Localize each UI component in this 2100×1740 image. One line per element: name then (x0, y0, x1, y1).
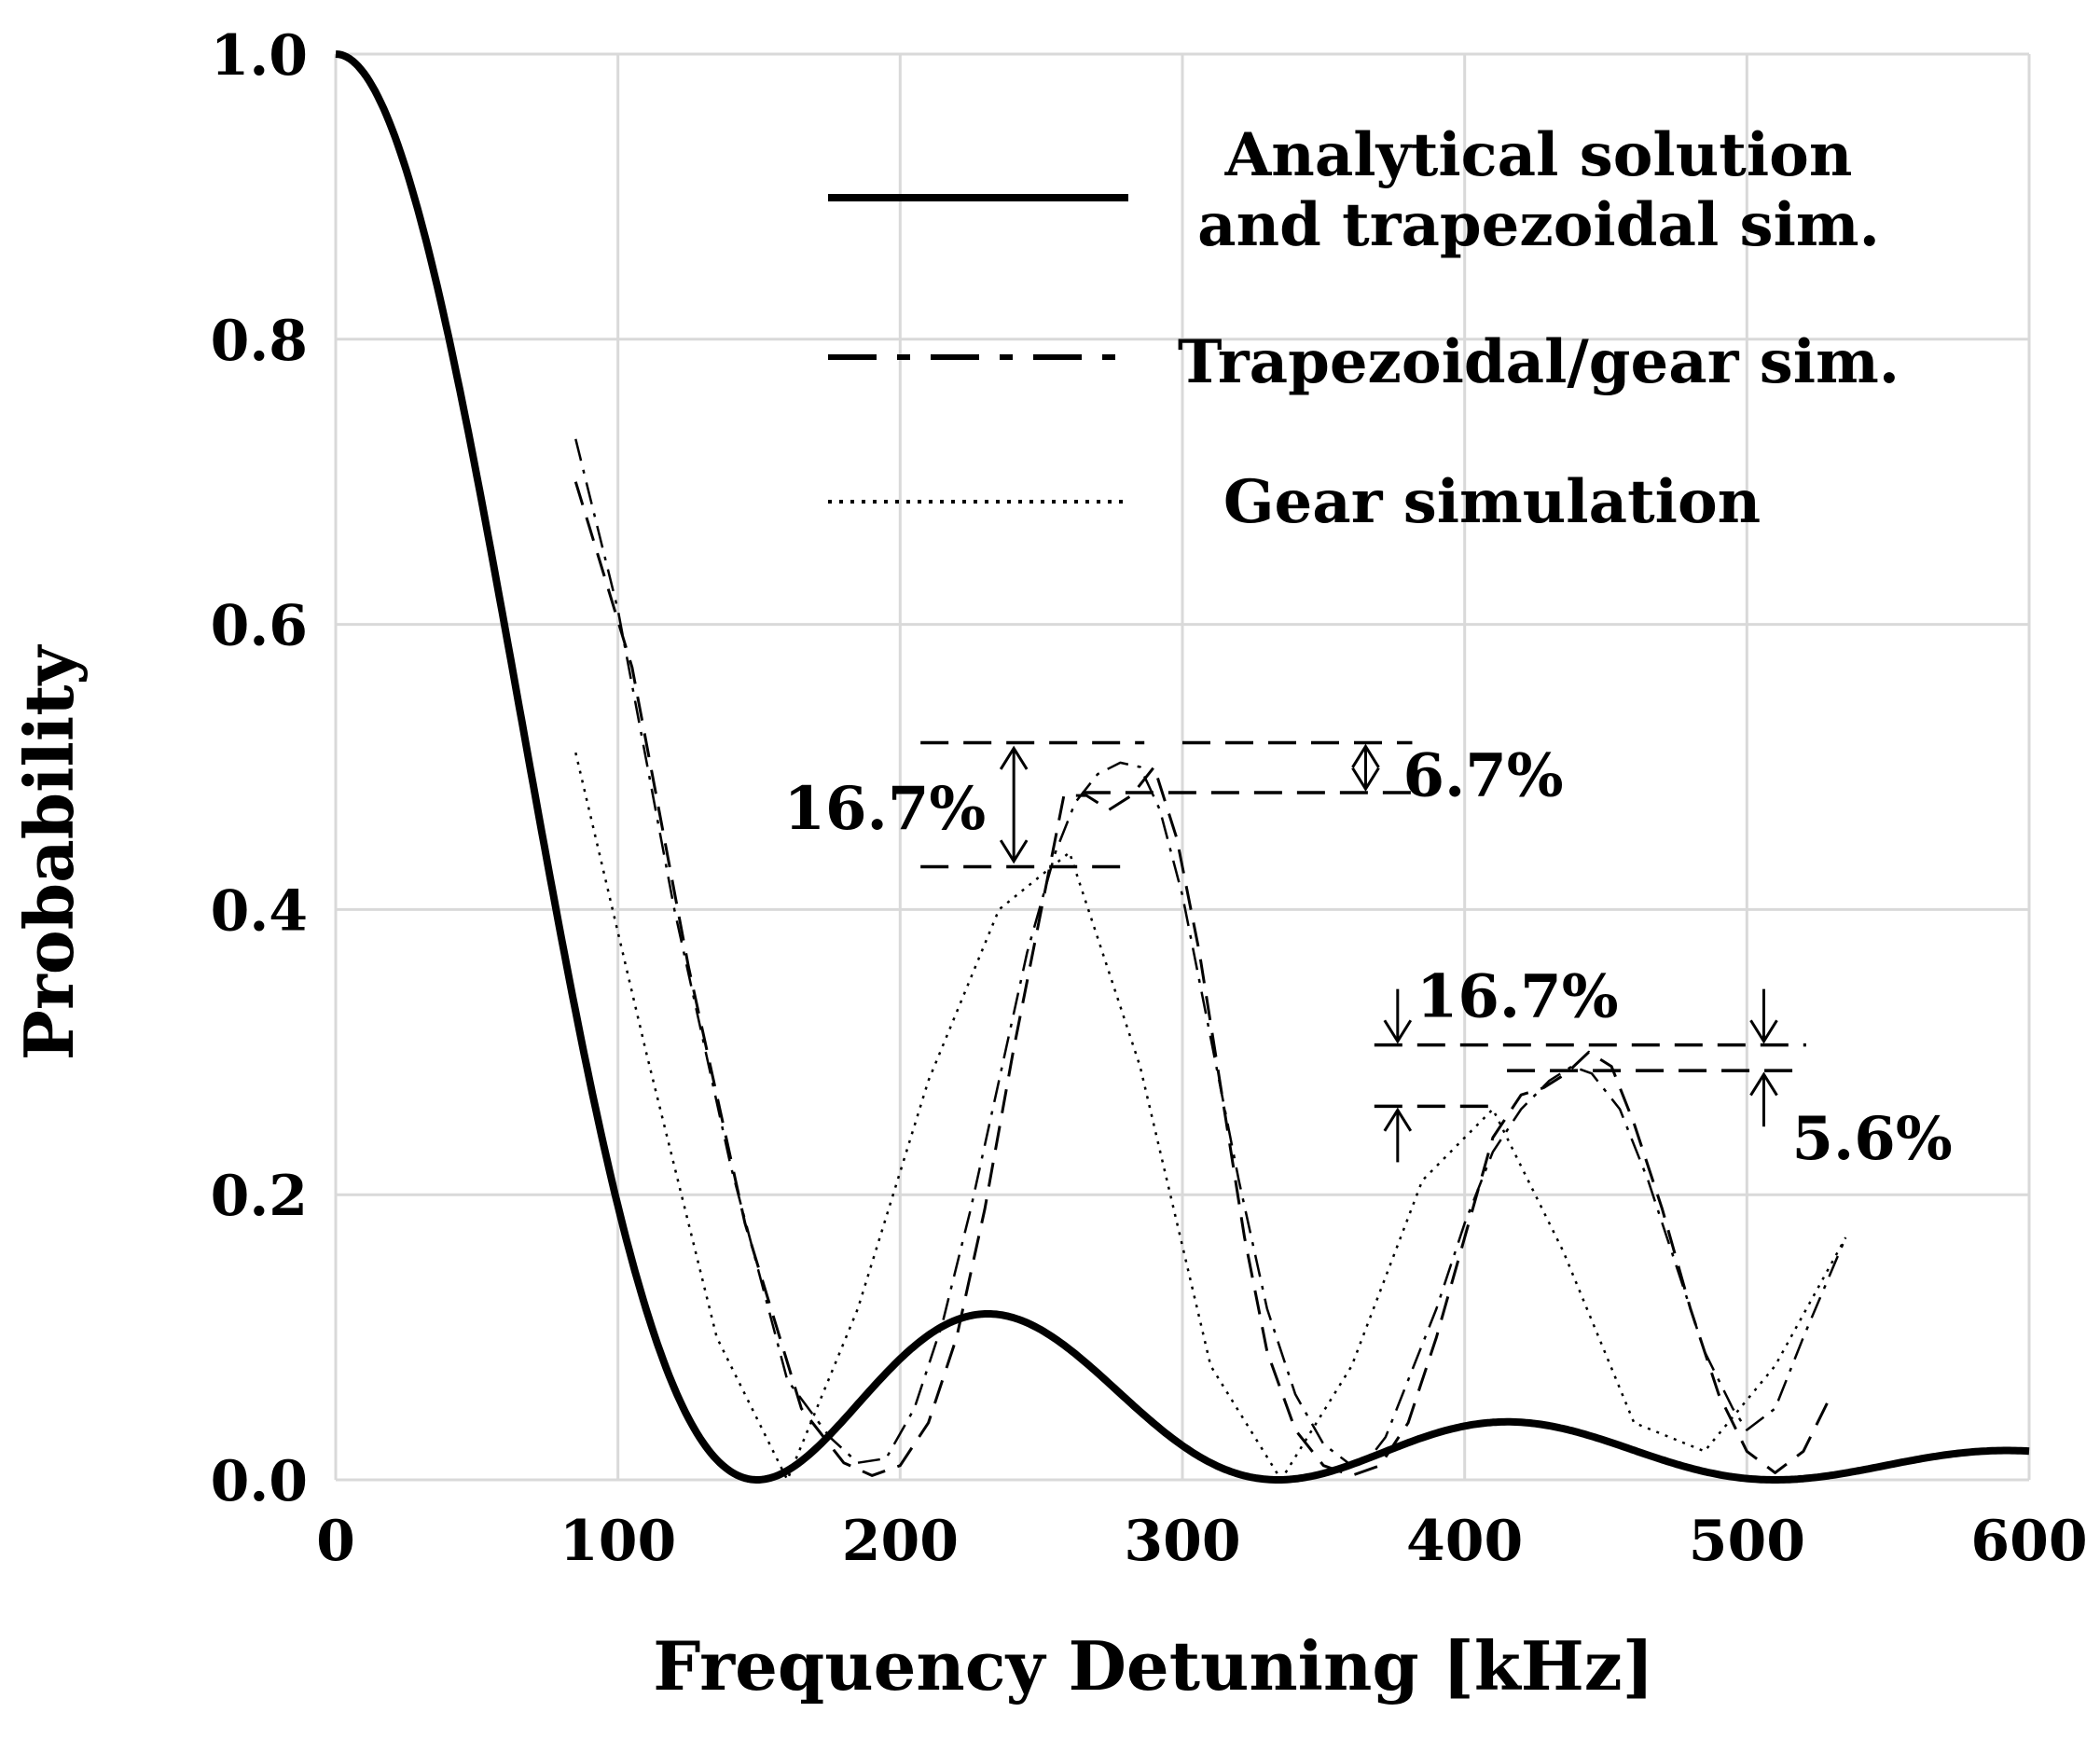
annotation-arrowhead (1383, 1107, 1413, 1132)
y-tick-label: 0.2 (211, 1164, 308, 1229)
y-tick-label: 0.4 (211, 878, 308, 944)
annotation-arrowhead (1749, 1019, 1778, 1044)
annotation-label: 6.7% (1402, 740, 1563, 810)
series-layer (335, 50, 2030, 1484)
y-tick-label: 0.8 (211, 309, 308, 374)
series-line-solid (335, 50, 2030, 1484)
legend-label: Gear simulation (1223, 467, 1761, 537)
x-axis-label: Frequency Detuning [kHz] (653, 1626, 1653, 1705)
x-tick-label: 100 (560, 1509, 676, 1574)
y-axis-label: Probability (9, 644, 89, 1061)
legend-label: and trapezoidal sim. (1197, 190, 1880, 260)
annotations-layer: 16.7% 6.7% 16.7% 5.6% (783, 740, 1952, 1174)
series-line-dashed (573, 481, 1833, 1477)
annotation-arrowhead (1383, 1019, 1413, 1044)
legend-label: Analytical solution (1224, 120, 1853, 190)
y-tick-label: 0.6 (211, 594, 308, 659)
y-tick-label: 0.0 (211, 1449, 308, 1514)
x-tick-label: 300 (1124, 1509, 1240, 1574)
annotation-arrowhead (999, 745, 1029, 770)
series-line-dotted (574, 752, 1847, 1482)
axis-labels: Probability Frequency Detuning [kHz] 0 10… (9, 23, 2088, 1705)
x-tick-label: 0 (316, 1509, 355, 1574)
grid (334, 52, 2031, 1482)
x-tick-label: 200 (842, 1509, 959, 1574)
annotation-arrowhead (1351, 766, 1380, 792)
series-line-dash-dot (574, 438, 1847, 1467)
y-tick-label: 1.0 (211, 23, 308, 89)
annotation-arrowhead (999, 839, 1029, 864)
annotation-label: 16.7% (1416, 962, 1619, 1032)
x-tick-label: 400 (1406, 1509, 1523, 1574)
x-tick-label: 600 (1970, 1509, 2087, 1574)
x-tick-label: 500 (1689, 1509, 1805, 1574)
annotation-arrowhead (1749, 1071, 1778, 1097)
annotation-label: 16.7% (783, 774, 986, 844)
annotation-label: 5.6% (1791, 1104, 1952, 1174)
annotation-arrowhead (1351, 743, 1380, 768)
legend-label: Trapezoidal/gear sim. (1178, 327, 1900, 397)
